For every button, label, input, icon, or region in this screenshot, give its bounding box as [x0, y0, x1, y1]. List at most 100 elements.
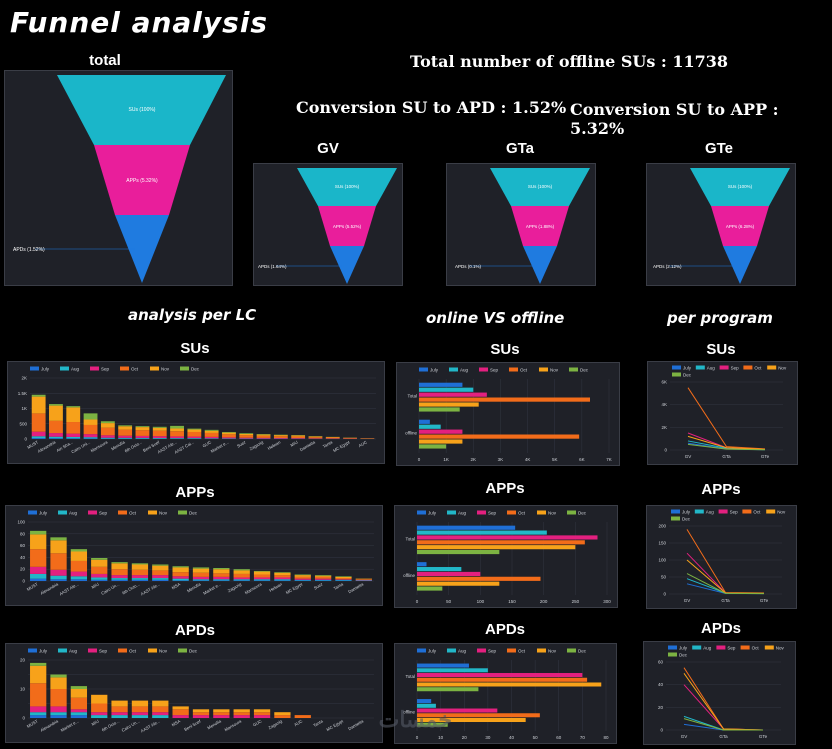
legend-label-nov: Nov: [777, 510, 786, 515]
bar-aug-total: [417, 531, 547, 535]
legend-label-nov: Nov: [548, 649, 557, 654]
ov-apds-title: APDs: [460, 621, 550, 638]
bar-oct-11: [254, 575, 270, 578]
bar-july-3: [84, 438, 98, 439]
x-tick-label: 2K: [471, 457, 477, 462]
bar-dec-5: [118, 425, 132, 426]
legend-label-oct: Oct: [518, 511, 526, 516]
x-tick-label: 6th Octo...: [121, 582, 140, 596]
bar-dec-6: [136, 426, 150, 427]
x-tick-label: Market e...: [60, 719, 80, 733]
bar-oct-0: [30, 549, 46, 567]
bar-dec-14: [315, 575, 331, 576]
bar-nov-0: [32, 397, 46, 414]
bar-july-11: [254, 580, 270, 581]
x-tick-label: 3K: [498, 457, 504, 462]
legend-swatch-aug: [447, 649, 456, 653]
bar-sep-5: [118, 436, 132, 438]
pp-apps-title: APPs: [676, 481, 766, 498]
legend-label-oct: Oct: [518, 649, 526, 654]
x-tick-label: MUST: [26, 718, 39, 728]
bar-july-0: [30, 579, 46, 581]
bar-oct-total: [417, 540, 585, 544]
bar-dec-2: [71, 549, 87, 551]
bar-oct-14: [315, 577, 331, 579]
bar-nov-7: [173, 706, 189, 709]
bar-july-2: [66, 438, 80, 439]
legend-swatch-nov: [766, 510, 775, 514]
legend-swatch-oct: [741, 646, 750, 650]
bar-dec-11: [222, 432, 236, 433]
bar-aug-5: [118, 438, 132, 439]
bar-nov-12: [239, 434, 253, 435]
bar-dec-15: [335, 576, 351, 577]
x-tick-label: 200: [540, 599, 548, 604]
conversion-app-stat: Conversion SU to APP : 5.32%: [570, 100, 832, 138]
x-tick-label: AUC: [293, 719, 303, 728]
ov-apps-title: APPs: [460, 480, 550, 497]
bar-dec-7: [153, 427, 167, 428]
bar-nov-8: [193, 709, 209, 712]
y-tick-label: 150: [658, 541, 666, 546]
bar-sep-6: [136, 436, 150, 438]
x-tick-label: 50: [533, 735, 539, 740]
bar-oct-2: [71, 561, 87, 572]
legend-swatch-sep: [720, 366, 729, 370]
x-tick-label: MC Egypt: [326, 718, 345, 732]
bar-oct-1: [50, 689, 66, 706]
legend-label-aug: Aug: [71, 367, 80, 372]
x-tick-label: 6K: [579, 457, 585, 462]
legend-swatch-dec: [178, 511, 187, 515]
bar-nov-14: [274, 435, 288, 436]
legend-swatch-sep: [716, 646, 725, 650]
funnel-gv-svg: SUs (100%) APPs (5.52%) APDs (1.64%): [254, 164, 404, 287]
bar-nov-0: [30, 666, 46, 683]
bar-oct-6: [152, 570, 168, 575]
dashboard-title: Funnel analysis: [10, 6, 268, 39]
bar-july-8: [193, 580, 209, 581]
legend-swatch-dec: [668, 653, 677, 657]
bar-sep-4: [111, 575, 127, 578]
bar-dec-7: [173, 566, 189, 567]
bar-oct-12: [274, 575, 290, 577]
x-tick-label: 20: [462, 735, 468, 740]
legend-label-july: July: [39, 511, 48, 516]
x-tick-label: Zagazig: [268, 718, 284, 730]
bar-nov-13: [295, 575, 311, 577]
legend-swatch-nov: [765, 646, 774, 650]
bar-oct-1: [49, 421, 63, 433]
y-tick-label: 0: [664, 448, 667, 453]
x-tick-label: GV: [684, 598, 691, 603]
y-tick-label: 0: [22, 716, 25, 721]
bar-nov-1: [50, 677, 66, 689]
bar-nov-11: [254, 572, 270, 575]
bar-nov-10: [234, 709, 250, 712]
x-tick-label: Zagazig: [227, 581, 243, 593]
bar-dec-8: [193, 567, 209, 568]
bar-july-5: [132, 580, 148, 581]
legend-swatch-dec: [672, 373, 681, 377]
x-tick-label: Beni Suef: [183, 718, 202, 732]
bar-sep-6: [152, 575, 168, 578]
bar-nov-5: [118, 426, 132, 429]
bar-nov-16: [356, 579, 372, 580]
legend-swatch-nov: [767, 366, 776, 370]
bar-aug-0: [32, 436, 46, 438]
legend-swatch-oct: [120, 367, 129, 371]
x-tick-label: 5K: [552, 457, 558, 462]
legend-swatch-nov: [537, 511, 546, 515]
legend-label-oct: Oct: [131, 367, 139, 372]
legend-label-oct: Oct: [129, 649, 137, 654]
bar-oct-4: [111, 706, 127, 712]
bar-sep-11: [254, 715, 270, 718]
y-tick-label: 0: [663, 592, 666, 597]
x-tick-label: GTa: [721, 598, 730, 603]
bar-oct-7: [173, 572, 189, 576]
bar-nov-11: [222, 433, 236, 435]
bar-oct-9: [187, 432, 201, 437]
legend-swatch-oct: [743, 366, 752, 370]
legend-label-nov: Nov: [159, 649, 168, 654]
